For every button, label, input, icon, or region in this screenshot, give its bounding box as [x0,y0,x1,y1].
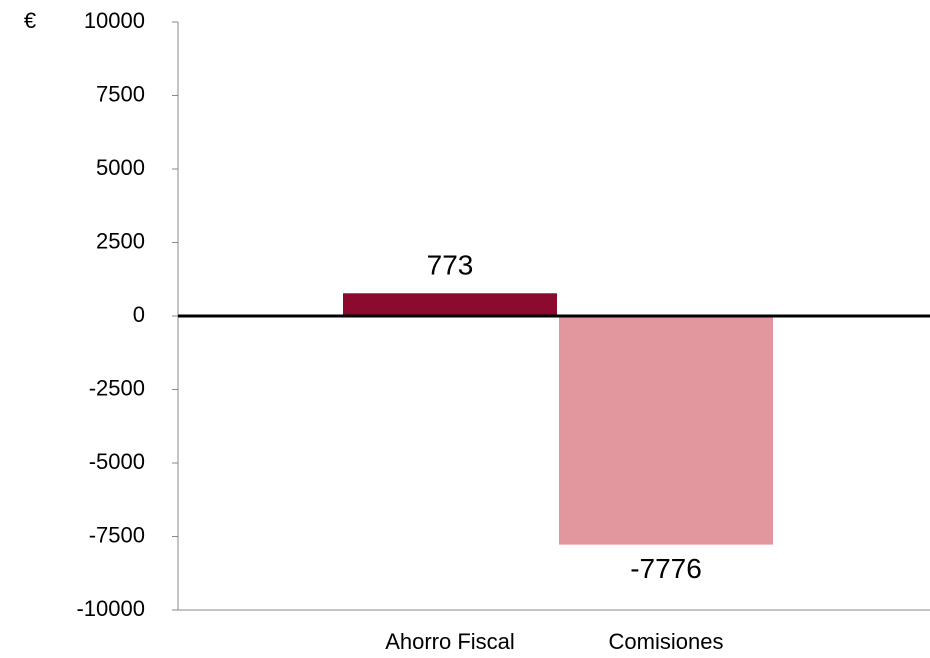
y-tick-label: -5000 [89,449,145,474]
y-tick-label: 2500 [96,228,145,253]
y-axis-unit: € [24,8,36,33]
y-tick-label: 5000 [96,155,145,180]
data-label: -7776 [630,553,702,584]
y-tick-label: 7500 [96,81,145,106]
y-tick-label: -2500 [89,375,145,400]
data-label: 773 [427,250,474,281]
y-tick-label: -10000 [76,596,145,621]
bar [343,293,557,316]
y-tick-label: -7500 [89,522,145,547]
y-tick-label: 10000 [84,8,145,33]
x-tick-label: Comisiones [609,629,724,654]
bar [559,316,773,545]
y-tick-label: 0 [133,302,145,327]
x-tick-label: Ahorro Fiscal [385,629,515,654]
